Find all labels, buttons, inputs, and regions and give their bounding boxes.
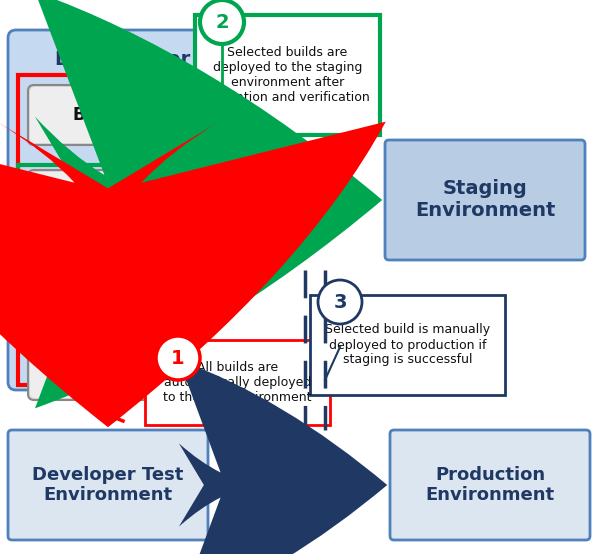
FancyBboxPatch shape bbox=[385, 140, 585, 260]
Text: 1: 1 bbox=[171, 348, 185, 367]
Text: Selected builds are
deployed to the staging
environment after
validation and ver: Selected builds are deployed to the stag… bbox=[206, 46, 370, 104]
Text: Selected build is manually
deployed to production if
staging is successful: Selected build is manually deployed to p… bbox=[325, 324, 490, 367]
FancyBboxPatch shape bbox=[28, 85, 183, 145]
Text: Developer Test
Environment: Developer Test Environment bbox=[32, 465, 184, 504]
Circle shape bbox=[156, 336, 200, 380]
Text: Production
Environment: Production Environment bbox=[425, 465, 554, 504]
FancyBboxPatch shape bbox=[390, 430, 590, 540]
FancyBboxPatch shape bbox=[30, 87, 181, 143]
Text: Build 1: Build 1 bbox=[73, 106, 138, 124]
Text: Build Server: Build Server bbox=[55, 50, 190, 69]
Text: 2: 2 bbox=[215, 13, 229, 32]
Circle shape bbox=[318, 280, 362, 324]
Text: Staging
Environment: Staging Environment bbox=[415, 179, 555, 220]
Text: All builds are
automatically deployed
to the test environment: All builds are automatically deployed to… bbox=[163, 361, 312, 404]
Bar bbox=[18, 75, 193, 385]
Text: 3: 3 bbox=[333, 293, 347, 311]
FancyBboxPatch shape bbox=[28, 170, 183, 230]
Bar bbox=[310, 295, 505, 395]
Text: Build 3: Build 3 bbox=[73, 276, 138, 294]
Text: Build n: Build n bbox=[73, 361, 138, 379]
FancyBboxPatch shape bbox=[28, 340, 183, 400]
FancyBboxPatch shape bbox=[30, 257, 181, 313]
FancyBboxPatch shape bbox=[8, 430, 208, 540]
FancyBboxPatch shape bbox=[30, 172, 181, 228]
FancyBboxPatch shape bbox=[8, 30, 203, 390]
Bar bbox=[145, 340, 330, 425]
Text: Build 2: Build 2 bbox=[73, 191, 138, 209]
FancyBboxPatch shape bbox=[28, 255, 183, 315]
Circle shape bbox=[200, 0, 244, 44]
Bar bbox=[195, 15, 380, 135]
FancyBboxPatch shape bbox=[30, 342, 181, 398]
Bar bbox=[18, 165, 193, 260]
